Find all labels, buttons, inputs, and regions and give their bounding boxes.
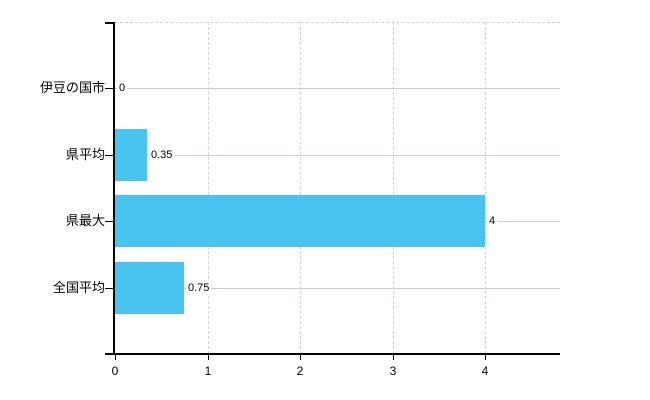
- x-axis-tick: [115, 354, 116, 360]
- x-axis-tick: [485, 354, 486, 360]
- category-label: 全国平均: [52, 280, 105, 295]
- x-tick-label: 4: [481, 364, 489, 378]
- category-gridline: [115, 288, 560, 289]
- vertical-gridline: [300, 22, 301, 354]
- category-label: 伊豆の国市: [39, 80, 105, 95]
- x-tick-label: 0: [111, 364, 119, 378]
- y-axis-tick: [105, 88, 113, 89]
- y-axis-tick: [105, 22, 113, 24]
- x-tick-label: 1: [204, 364, 212, 378]
- y-axis-tick: [105, 353, 113, 355]
- y-axis-tick: [105, 288, 113, 289]
- x-axis-tick: [393, 354, 394, 360]
- y-axis-tick: [105, 221, 113, 222]
- y-axis: [113, 22, 115, 354]
- category-gridline: [115, 155, 560, 156]
- bar-value-label: 0: [117, 81, 128, 95]
- bar: [115, 195, 485, 247]
- bar: [115, 129, 147, 181]
- category-label: 県平均: [65, 147, 105, 162]
- category-label: 県最大: [65, 213, 105, 228]
- vertical-gridline: [207, 22, 209, 354]
- x-tick-label: 3: [389, 364, 397, 378]
- x-axis-tick: [208, 354, 209, 360]
- category-gridline: [115, 88, 560, 89]
- vertical-gridline: [485, 22, 486, 354]
- y-axis-tick: [105, 155, 113, 156]
- x-axis: [113, 353, 560, 355]
- bar: [115, 262, 184, 314]
- vertical-gridline: [392, 22, 394, 354]
- plot-top-border: [115, 22, 560, 23]
- x-tick-label: 2: [296, 364, 304, 378]
- bar-value-label: 4: [487, 214, 498, 228]
- x-axis-tick: [300, 354, 301, 360]
- bar-value-label: 0.75: [186, 281, 212, 295]
- bar-value-label: 0.35: [149, 148, 175, 162]
